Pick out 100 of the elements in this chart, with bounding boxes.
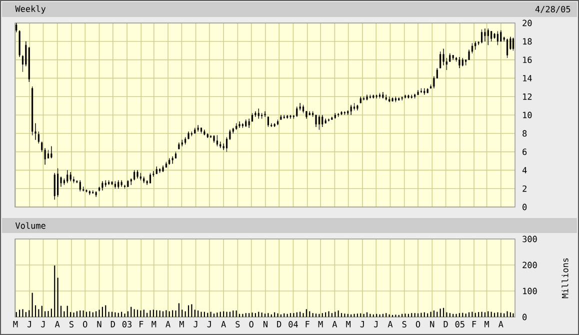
- x-tick-label: M: [318, 321, 323, 328]
- chart-title: Volume: [15, 222, 46, 229]
- candlestick: [378, 92, 381, 99]
- candlestick: [318, 114, 320, 130]
- candlestick: [344, 111, 346, 116]
- candlestick: [136, 170, 138, 179]
- x-tick-label: M: [13, 321, 18, 328]
- candlestick: [245, 119, 247, 128]
- candlestick: [426, 88, 428, 94]
- candlestick: [480, 29, 483, 44]
- x-tick-label: A: [388, 321, 393, 328]
- x-tick-label: M: [484, 321, 489, 328]
- candlestick: [168, 158, 170, 165]
- candlestick: [496, 31, 499, 46]
- candlestick: [95, 191, 97, 198]
- candlestick: [242, 123, 244, 128]
- candlestick: [331, 116, 333, 120]
- candlestick: [274, 123, 276, 128]
- y-tick-label: 0: [522, 204, 527, 210]
- candlestick: [114, 180, 116, 189]
- candlestick: [420, 88, 422, 94]
- x-tick-label: A: [498, 321, 504, 328]
- candlestick: [111, 180, 113, 186]
- candlestick: [57, 168, 59, 198]
- y-tick-label: 100: [523, 288, 537, 294]
- x-tick-label: M: [152, 321, 156, 328]
- x-tick-label: A: [221, 321, 226, 328]
- candlestick: [120, 180, 122, 188]
- candlestick: [197, 124, 199, 132]
- candlestick: [206, 133, 208, 138]
- x-tick-label: J: [207, 321, 211, 328]
- candlestick: [334, 112, 336, 119]
- candlestick: [424, 88, 426, 96]
- candlestick: [267, 116, 269, 128]
- candlestick: [38, 131, 40, 144]
- x-tick-label: J: [27, 321, 31, 328]
- x-tick-label: A: [166, 321, 170, 328]
- candlestick: [290, 114, 292, 119]
- y-tick-label: 16: [523, 56, 532, 64]
- candlestick: [238, 121, 240, 128]
- x-tick-label: F: [472, 321, 476, 328]
- y-tick-label: 8: [522, 130, 527, 137]
- candlestick: [350, 104, 352, 116]
- x-tick-label: O: [249, 321, 254, 328]
- candlestick: [490, 31, 492, 42]
- x-tick-label: 03: [122, 321, 132, 328]
- candlestick: [18, 30, 20, 58]
- candlestick: [506, 38, 508, 58]
- candlestick: [194, 128, 196, 134]
- y-tick-label: 18: [523, 38, 532, 45]
- candlestick: [315, 114, 317, 128]
- y-tick-label: 20: [522, 20, 532, 26]
- x-tick-label: 05: [455, 321, 464, 328]
- candlestick: [16, 22, 18, 32]
- candlestick: [204, 129, 206, 136]
- candlestick: [388, 96, 390, 102]
- candlestick: [156, 166, 158, 174]
- candlestick: [398, 97, 400, 101]
- candlestick: [283, 114, 285, 119]
- x-tick-label: J: [194, 321, 198, 328]
- candlestick: [236, 123, 238, 130]
- candlestick: [92, 190, 94, 194]
- y-tick-label: 14: [523, 75, 532, 82]
- candlestick: [382, 92, 384, 99]
- x-tick-label: F: [140, 321, 144, 328]
- y-tick-label: 10: [523, 112, 532, 118]
- candlestick: [72, 176, 75, 184]
- candlestick: [86, 189, 88, 193]
- candlestick: [286, 114, 288, 119]
- candlestick: [140, 172, 142, 181]
- candlestick: [261, 112, 263, 119]
- x-tick-label: A: [54, 321, 60, 328]
- candlestick: [181, 140, 183, 147]
- candlestick: [414, 94, 416, 99]
- x-tick-label: A: [332, 321, 338, 328]
- candlestick: [404, 94, 406, 99]
- candlestick: [363, 96, 365, 101]
- candlestick: [340, 111, 342, 116]
- x-tick-label: S: [69, 321, 74, 328]
- candlestick: [190, 131, 192, 136]
- candlestick: [102, 180, 104, 191]
- x-tick-label: S: [236, 321, 240, 328]
- x-tick-label: J: [360, 321, 364, 328]
- candlestick: [394, 96, 396, 102]
- x-tick-label: N: [263, 321, 268, 328]
- candlestick: [264, 111, 266, 118]
- y-tick-label: 12: [523, 93, 532, 100]
- candlestick: [258, 108, 260, 119]
- candlestick: [452, 54, 454, 60]
- candlestick: [392, 97, 394, 102]
- x-tick-label: M: [346, 321, 351, 328]
- candlestick: [108, 180, 110, 186]
- candlestick: [372, 94, 374, 99]
- candlestick: [442, 48, 444, 66]
- candlestick: [216, 134, 218, 147]
- candlestick: [200, 128, 202, 134]
- candlestick: [360, 96, 362, 104]
- x-tick-label: D: [277, 321, 282, 328]
- candlestick: [366, 94, 368, 101]
- candlestick: [70, 172, 72, 182]
